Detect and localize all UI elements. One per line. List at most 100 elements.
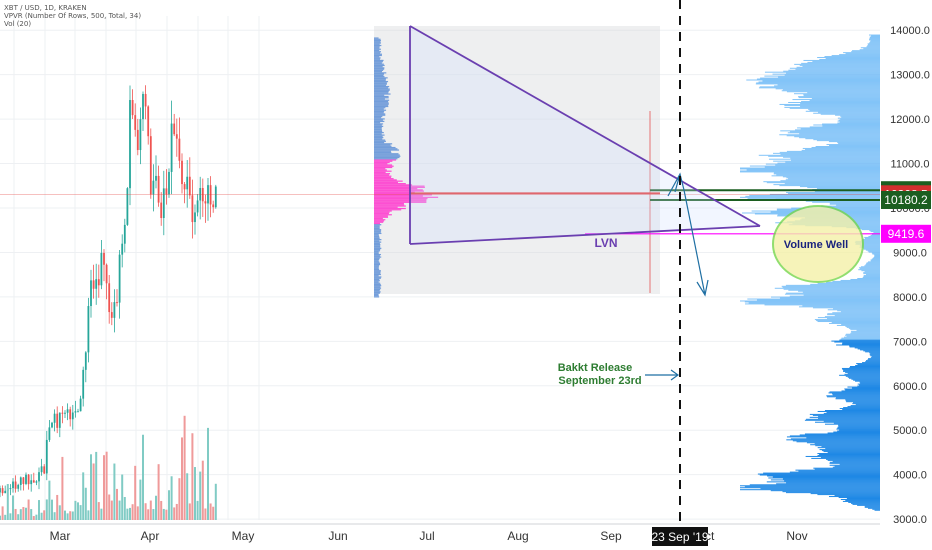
candle-body	[139, 119, 142, 151]
vpvr-bar	[836, 204, 880, 206]
candle-body	[129, 100, 131, 189]
vpvr-left-bar	[374, 250, 381, 252]
vpvr-bar	[796, 441, 880, 443]
vpvr-left-bar	[374, 291, 381, 293]
candle-body	[162, 188, 165, 219]
vpvr-bar	[758, 81, 880, 83]
vpvr-bar	[760, 77, 880, 79]
vpvr-left-bar	[374, 130, 383, 132]
vpvr-bar	[864, 506, 880, 508]
vpvr-bar	[746, 79, 880, 81]
vpvr-left-bar	[374, 52, 381, 54]
vpvr-bar	[850, 405, 880, 407]
vpvr-bar	[801, 62, 880, 64]
vpvr-bar	[795, 469, 880, 471]
vpvr-bar	[787, 132, 880, 134]
candle-body	[116, 302, 118, 304]
vpvr-bar	[749, 484, 880, 486]
vpvr-left-bar	[374, 286, 381, 288]
vpvr-bar	[846, 326, 880, 328]
vpvr-left-bar	[374, 272, 381, 274]
vpvr-left-bar	[374, 49, 380, 52]
vpvr-bar	[860, 382, 880, 384]
vpvr-bar	[813, 139, 880, 141]
vpvr-bar	[784, 293, 880, 295]
vpvr-bar	[837, 310, 880, 312]
vpvr-bar	[824, 423, 880, 425]
vpvr-bar	[763, 181, 880, 183]
volume-bar	[9, 513, 12, 520]
candle-body	[53, 413, 56, 423]
vpvr-bar	[794, 63, 880, 65]
vpvr-bar	[868, 235, 880, 237]
vpvr-bar	[774, 287, 880, 289]
vpvr-bar	[780, 180, 880, 182]
vpvr-bar	[816, 188, 880, 190]
vpvr-bar	[818, 415, 880, 417]
vpvr-left-bar	[374, 160, 393, 162]
vpvr-left-bar	[374, 290, 380, 292]
vpvr-left-bar	[374, 134, 385, 136]
vpvr-bar	[801, 101, 880, 103]
vpvr-left-bar	[374, 150, 391, 152]
vpvr-left-bar	[374, 73, 385, 75]
vpvr-bar	[869, 36, 880, 38]
vpvr-bar	[871, 35, 880, 37]
vpvr-left-bar	[374, 118, 385, 120]
vpvr-bar	[798, 96, 880, 98]
vpvr-bar	[834, 341, 880, 343]
vpvr-left-bar	[374, 220, 385, 222]
vpvr-left-bar	[374, 230, 382, 232]
vpvr-left-bar	[374, 115, 383, 118]
candle-body	[110, 312, 113, 318]
vpvr-bar	[862, 362, 880, 364]
vpvr-bar	[786, 91, 880, 93]
vpvr-bar	[740, 485, 880, 487]
candle-body	[90, 280, 92, 307]
vpvr-bar	[866, 263, 880, 265]
vpvr-left-bar	[374, 276, 382, 278]
vpvr-bar	[759, 474, 880, 476]
vpvr-bar	[854, 347, 880, 349]
volume-bar	[186, 473, 189, 520]
vpvr-left-bar	[374, 98, 385, 100]
vpvr-bar	[863, 272, 880, 274]
vpvr-bar	[756, 78, 880, 80]
volume-bar	[40, 512, 43, 520]
vpvr-bar	[826, 144, 880, 146]
vpvr-bar	[758, 87, 880, 89]
candle-body	[4, 490, 7, 494]
vpvr-bar	[839, 374, 880, 376]
vpvr-bar	[867, 43, 880, 45]
candle-body	[121, 243, 124, 255]
vpvr-bar	[831, 322, 880, 323]
vpvr-bar	[827, 432, 880, 434]
vpvr-left-bar	[374, 37, 379, 39]
vpvr-left-bar	[374, 245, 381, 247]
vpvr-bar	[808, 108, 880, 110]
price-tick-label: 7000.0	[893, 336, 927, 348]
candle-body	[157, 175, 160, 203]
vpvr-bar	[782, 286, 880, 288]
vpvr-bar	[797, 127, 880, 129]
volume-bar	[136, 506, 139, 520]
vpvr-left-bar	[374, 199, 427, 201]
volume-bar	[100, 508, 103, 520]
vpvr-bar	[865, 361, 880, 363]
vpvr-left-bar	[374, 95, 389, 98]
vpvr-bar	[824, 410, 880, 411]
vpvr-left-bar	[374, 94, 385, 96]
vpvr-bar	[865, 274, 880, 276]
vpvr-left-bar	[374, 168, 386, 170]
vpvr-bar	[749, 194, 880, 196]
vpvr-left-bar	[374, 108, 384, 110]
vpvr-bar	[841, 323, 880, 325]
vpvr-left-bar	[374, 287, 382, 289]
highlight-date-box	[652, 527, 708, 546]
volume-bar	[25, 507, 27, 520]
vpvr-left-bar	[374, 53, 382, 55]
vpvr-bar	[842, 500, 880, 502]
vpvr-bar	[796, 66, 880, 68]
vpvr-bar	[833, 431, 880, 433]
vpvr-bar	[810, 493, 880, 495]
